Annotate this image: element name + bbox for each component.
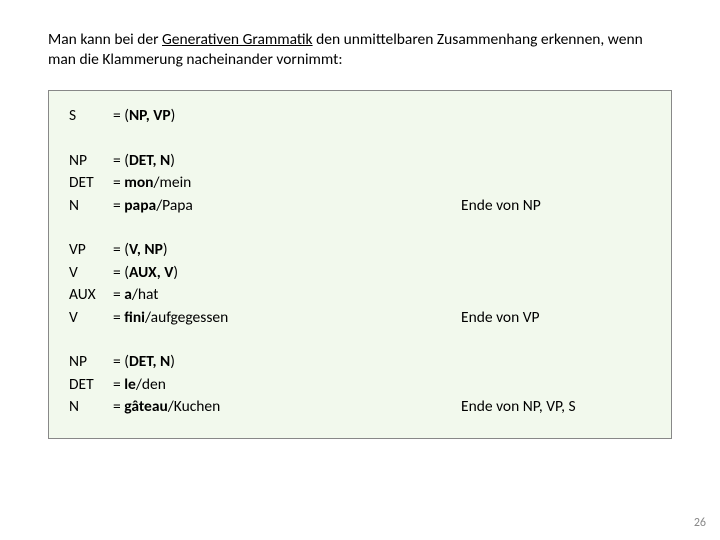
rule-note: [461, 239, 651, 261]
group-vp: VP = (V, NP) V = (AUX, V) AUX = a/hat: [69, 239, 651, 329]
group-np2: NP = (DET, N) DET = le/den N = gâteau/Ku…: [69, 351, 651, 418]
rule-row: N = gâteau/Kuchen Ende von NP, VP, S: [69, 396, 651, 418]
rule-row: V = fini/aufgegessen Ende von VP: [69, 307, 651, 329]
rule-prefix: = (: [113, 106, 129, 125]
rule-eq: = a/hat: [113, 284, 461, 306]
rule-suffix: ): [171, 106, 176, 125]
rule-eq: = le/den: [113, 374, 461, 396]
rule-suffix: ): [173, 263, 178, 282]
rule-eq: = (AUX, V): [113, 262, 461, 284]
rule-prefix: =: [113, 375, 124, 394]
rule-row: NP = (DET, N): [69, 150, 651, 172]
rule-eq: = fini/aufgegessen: [113, 307, 461, 329]
rule-row: S = (NP, VP): [69, 105, 651, 127]
rule-bold: V, NP: [129, 240, 163, 259]
rule-symbol: DET: [69, 374, 113, 396]
rule-bold: papa: [124, 196, 156, 215]
rule-eq: = gâteau/Kuchen: [113, 396, 461, 418]
rule-bold: fini: [124, 308, 145, 327]
grammar-box: S = (NP, VP) NP = (DET, N) DET = mon/mei…: [48, 90, 672, 439]
rule-prefix: =: [113, 397, 124, 416]
rule-suffix: /mein: [154, 173, 192, 192]
rule-row: NP = (DET, N): [69, 351, 651, 373]
intro-text: Man kann bei der Generativen Grammatik d…: [48, 30, 672, 70]
rule-prefix: =: [113, 285, 124, 304]
rule-row: DET = le/den: [69, 374, 651, 396]
rule-symbol: N: [69, 195, 113, 217]
rule-suffix: ): [163, 240, 168, 259]
rule-bold: mon: [124, 173, 153, 192]
rule-eq: = (NP, VP): [113, 105, 461, 127]
intro-underlined: Generativen Grammatik: [162, 30, 313, 49]
rule-symbol: N: [69, 396, 113, 418]
rule-suffix: /den: [136, 375, 166, 394]
rule-bold: DET, N: [129, 151, 170, 170]
rule-eq: = (DET, N): [113, 150, 461, 172]
rule-bold: NP, VP: [129, 106, 171, 125]
rule-symbol: V: [69, 262, 113, 284]
rule-note: [461, 262, 651, 284]
rule-prefix: = (: [113, 263, 129, 282]
rule-prefix: = (: [113, 352, 129, 371]
group-s: S = (NP, VP): [69, 105, 651, 127]
rule-suffix: /hat: [132, 285, 159, 304]
rule-bold: a: [124, 285, 132, 304]
rule-note: [461, 150, 651, 172]
rule-symbol: AUX: [69, 284, 113, 306]
rule-symbol: NP: [69, 150, 113, 172]
rule-bold: gâteau: [124, 397, 168, 416]
rule-suffix: /aufgegessen: [145, 308, 228, 327]
rule-prefix: =: [113, 196, 124, 215]
rule-note: [461, 284, 651, 306]
rule-prefix: =: [113, 308, 124, 327]
rule-row: VP = (V, NP): [69, 239, 651, 261]
rule-eq: = papa/Papa: [113, 195, 461, 217]
rule-prefix: = (: [113, 240, 129, 259]
rule-row: N = papa/Papa Ende von NP: [69, 195, 651, 217]
rule-row: V = (AUX, V): [69, 262, 651, 284]
rule-note: [461, 351, 651, 373]
rule-note: Ende von NP: [461, 195, 651, 217]
page-number: 26: [694, 516, 706, 530]
rule-suffix: /Kuchen: [168, 397, 221, 416]
rule-note: [461, 105, 651, 127]
rule-bold: le: [124, 375, 136, 394]
group-np1: NP = (DET, N) DET = mon/mein N = papa/Pa…: [69, 150, 651, 217]
rule-symbol: VP: [69, 239, 113, 261]
rule-note: Ende von NP, VP, S: [461, 396, 651, 418]
rule-eq: = (V, NP): [113, 239, 461, 261]
rule-eq: = (DET, N): [113, 351, 461, 373]
rule-suffix: /Papa: [156, 196, 193, 215]
rule-note: [461, 374, 651, 396]
rule-eq: = mon/mein: [113, 172, 461, 194]
rule-symbol: V: [69, 307, 113, 329]
rule-suffix: ): [170, 151, 175, 170]
rule-row: DET = mon/mein: [69, 172, 651, 194]
rule-bold: AUX, V: [129, 263, 173, 282]
rule-bold: DET, N: [129, 352, 170, 371]
rule-row: AUX = a/hat: [69, 284, 651, 306]
slide: Man kann bei der Generativen Grammatik d…: [0, 0, 720, 540]
rule-symbol: S: [69, 105, 113, 127]
rule-suffix: ): [170, 352, 175, 371]
rule-note: Ende von VP: [461, 307, 651, 329]
rule-symbol: DET: [69, 172, 113, 194]
rule-symbol: NP: [69, 351, 113, 373]
intro-pre: Man kann bei der: [48, 30, 162, 49]
rule-prefix: =: [113, 173, 124, 192]
rule-prefix: = (: [113, 151, 129, 170]
rule-note: [461, 172, 651, 194]
